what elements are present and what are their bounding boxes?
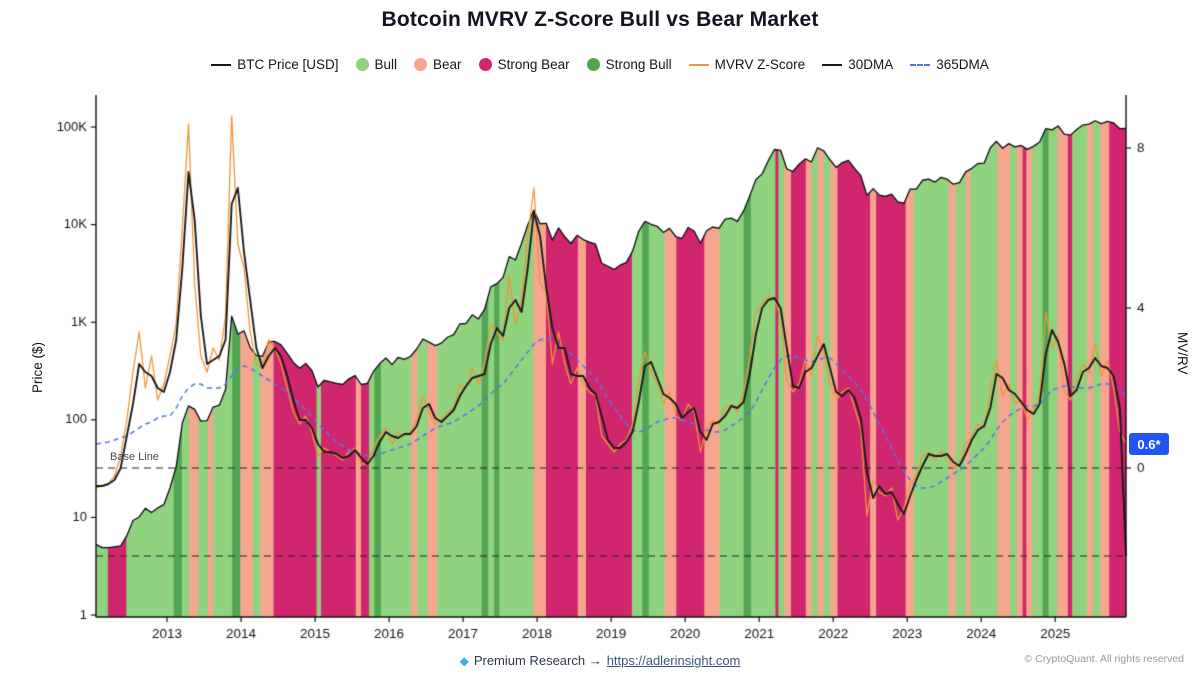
legend-marker-icon (211, 63, 232, 66)
legend-item-bear: Bear (414, 57, 462, 72)
legend-item-mvrv-z-score: MVRV Z-Score (688, 57, 806, 72)
legend-marker-icon (688, 63, 709, 66)
legend-marker-icon (414, 58, 428, 71)
footer-text: Premium Research → (473, 653, 602, 668)
current-mvrv-badge: 0.6* (1129, 433, 1169, 455)
legend-item-btc-price-usd-: BTC Price [USD] (211, 57, 339, 72)
legend-marker-icon (478, 58, 492, 71)
y-axis-title-mvrv: MV/RV (1175, 332, 1190, 375)
footer: ◆ Premium Research → https://adlerinsight.… (0, 653, 1200, 668)
footer-link[interactable]: https://adlerinsight.com (606, 653, 741, 668)
legend-label: Bear (433, 57, 462, 72)
baseline-label: Base Line (110, 451, 159, 463)
legend-marker-icon (910, 63, 931, 66)
legend-label: MVRV Z-Score (714, 57, 806, 72)
legend-marker-icon (822, 63, 843, 66)
gem-icon: ◆ (459, 654, 469, 668)
chart-title: Botcoin MVRV Z-Score Bull vs Bear Market (381, 8, 819, 31)
legend-item-bull: Bull (355, 57, 398, 72)
legend-label: Bull (374, 57, 398, 72)
legend-item-30dma: 30DMA (822, 57, 893, 72)
legend-item-365dma: 365DMA (910, 57, 989, 72)
copyright: © CryptoQuant. All rights reserved (1024, 653, 1184, 665)
chart-legend: BTC Price [USD] Bull Bear Strong Bear Strong… (0, 57, 1200, 72)
legend-label: 365DMA (936, 57, 989, 72)
legend-label: 30DMA (848, 57, 894, 72)
legend-label: Strong Bear (497, 57, 570, 72)
legend-item-strong-bull: Strong Bull (586, 57, 672, 72)
legend-item-strong-bear: Strong Bear (478, 57, 570, 72)
y-axis-title-price: Price ($) (30, 341, 45, 393)
legend-label: BTC Price [USD] (237, 57, 339, 72)
legend-label: Strong Bull (605, 57, 672, 72)
legend-marker-icon (355, 58, 369, 71)
legend-marker-icon (586, 58, 600, 71)
